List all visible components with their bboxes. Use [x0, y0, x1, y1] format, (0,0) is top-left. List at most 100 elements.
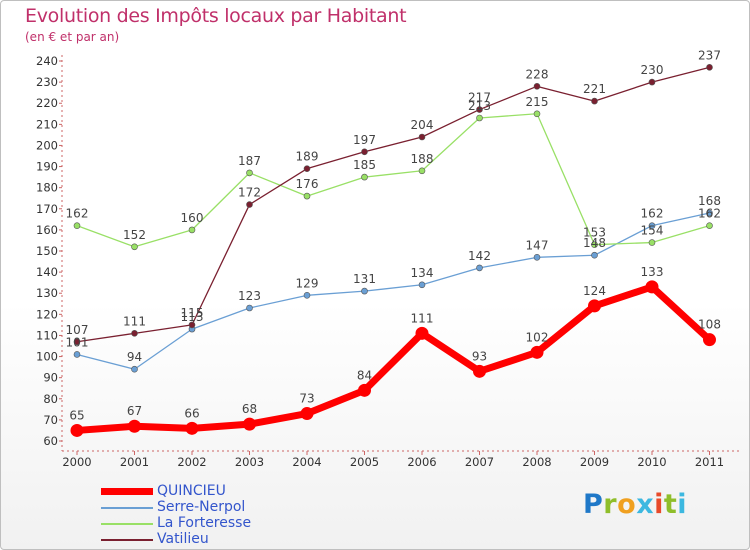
- data-point-vatilieu: [533, 83, 541, 90]
- data-point-vatilieu: [418, 133, 426, 141]
- brand-letter: t: [663, 489, 678, 520]
- data-label-la-forteresse: 176: [296, 177, 319, 191]
- data-point-quincieu: [645, 280, 659, 294]
- brand-letter: P: [583, 489, 604, 520]
- data-label-vatilieu: 217: [468, 91, 491, 105]
- data-label-serre-nerpol: 94: [127, 350, 142, 364]
- data-point-serre-nerpol: [131, 365, 138, 373]
- data-label-serre-nerpol: 147: [526, 238, 549, 252]
- series-points: [70, 64, 716, 437]
- data-point-vatilieu: [648, 78, 656, 86]
- data-point-quincieu: [243, 417, 256, 431]
- axes: 60 70 80 90 100 110 120 130 140 150 160 170 180 190 20…: [36, 54, 741, 469]
- data-point-serre-nerpol: [73, 351, 81, 358]
- data-label-vatilieu: 204: [411, 118, 434, 132]
- x-tick-label: 2006: [407, 455, 436, 469]
- legend-swatch-quincieu: [101, 488, 153, 495]
- y-tick-label: 180: [36, 181, 58, 195]
- data-label-vatilieu: 111: [123, 314, 146, 328]
- legend-swatch-serre-nerpol: [101, 507, 153, 509]
- data-point-la-forteresse: [476, 114, 483, 122]
- y-tick-label: 190: [36, 160, 58, 174]
- data-label-serre-nerpol: 113: [181, 310, 204, 324]
- data-point-quincieu: [530, 345, 544, 359]
- data-point-la-forteresse: [73, 222, 81, 229]
- data-label-la-forteresse: 188: [411, 152, 434, 166]
- data-point-la-forteresse: [591, 241, 598, 248]
- data-point-serre-nerpol: [303, 292, 311, 299]
- data-point-la-forteresse: [648, 239, 656, 246]
- data-label-quincieu: 65: [69, 408, 84, 422]
- x-tick-label: 2000: [62, 455, 91, 469]
- data-label-la-forteresse: 160: [181, 211, 204, 225]
- legend-label-serre-nerpol: Serre-Nerpol: [157, 499, 246, 515]
- data-point-quincieu: [588, 299, 601, 313]
- data-label-quincieu: 124: [583, 284, 606, 298]
- data-label-quincieu: 67: [127, 404, 142, 418]
- data-point-vatilieu: [361, 148, 368, 156]
- data-label-la-forteresse: 162: [66, 207, 89, 221]
- brand-letter: x: [636, 489, 655, 520]
- data-label-quincieu: 73: [299, 392, 314, 406]
- data-label-quincieu: 93: [472, 349, 487, 363]
- data-point-quincieu: [300, 407, 314, 421]
- series-line-vatilieu: [76, 66, 711, 343]
- y-tick-label: 100: [36, 350, 58, 364]
- data-point-vatilieu: [73, 338, 81, 346]
- brand-letter: i: [654, 489, 664, 520]
- y-tick-label: 70: [43, 413, 58, 427]
- y-tick-label: 60: [43, 434, 58, 448]
- data-point-vatilieu: [476, 106, 483, 113]
- data-label-serre-nerpol: 162: [641, 207, 664, 221]
- y-tick-label: 210: [36, 117, 58, 131]
- x-tick-label: 2002: [177, 455, 206, 469]
- legend-label-quincieu: QUINCIEU: [157, 483, 226, 499]
- chart-title: Evolution des Impôts locaux par Habitant: [25, 5, 407, 27]
- data-label-quincieu: 68: [242, 402, 257, 416]
- y-tick-label: 120: [36, 307, 58, 321]
- data-label-vatilieu: 237: [698, 48, 721, 62]
- data-label-quincieu: 108: [698, 318, 721, 332]
- data-label-vatilieu: 221: [583, 82, 606, 96]
- x-tick-label: 2005: [350, 455, 379, 469]
- y-tick-label: 240: [36, 54, 58, 68]
- legend-swatch-la-forteresse: [101, 523, 153, 525]
- data-label-vatilieu: 115: [181, 306, 204, 320]
- data-label-la-forteresse: 153: [583, 226, 606, 240]
- data-label-quincieu: 133: [641, 265, 664, 279]
- data-point-la-forteresse: [188, 226, 196, 234]
- data-point-vatilieu: [131, 330, 138, 337]
- brand-letter: o: [617, 489, 637, 520]
- y-tick-label: 80: [43, 392, 58, 406]
- chart-subtitle: (en € et par an): [25, 30, 120, 44]
- data-point-vatilieu: [188, 321, 196, 329]
- brand-logo: Proxiti: [583, 489, 687, 520]
- data-label-vatilieu: 107: [66, 323, 89, 337]
- y-tick-label: 90: [43, 371, 58, 385]
- data-point-quincieu: [358, 383, 371, 397]
- data-label-la-forteresse: 187: [238, 154, 261, 168]
- data-label-la-forteresse: 185: [353, 158, 376, 172]
- data-point-serre-nerpol: [418, 281, 426, 289]
- data-point-serre-nerpol: [361, 287, 368, 295]
- data-label-vatilieu: 172: [238, 186, 261, 200]
- legend-label-vatilieu: Vatilieu: [157, 531, 209, 547]
- data-label-la-forteresse: 154: [641, 224, 664, 238]
- brand-letter: r: [603, 489, 618, 520]
- data-label-la-forteresse: 213: [468, 99, 491, 113]
- x-tick-label: 2004: [292, 455, 321, 469]
- data-label-serre-nerpol: 142: [468, 249, 491, 263]
- y-tick-label: 150: [36, 244, 58, 258]
- data-point-serre-nerpol: [591, 251, 598, 259]
- series-line-la-forteresse: [76, 113, 711, 248]
- data-point-serre-nerpol: [706, 209, 713, 217]
- data-label-serre-nerpol: 123: [238, 289, 261, 303]
- data-label-quincieu: 111: [411, 311, 434, 325]
- data-point-la-forteresse: [418, 167, 426, 175]
- x-tick-label: 2007: [465, 455, 494, 469]
- y-tick-label: 160: [36, 223, 58, 237]
- x-tick-label: 2011: [695, 455, 724, 469]
- y-tick-label: 220: [36, 96, 58, 110]
